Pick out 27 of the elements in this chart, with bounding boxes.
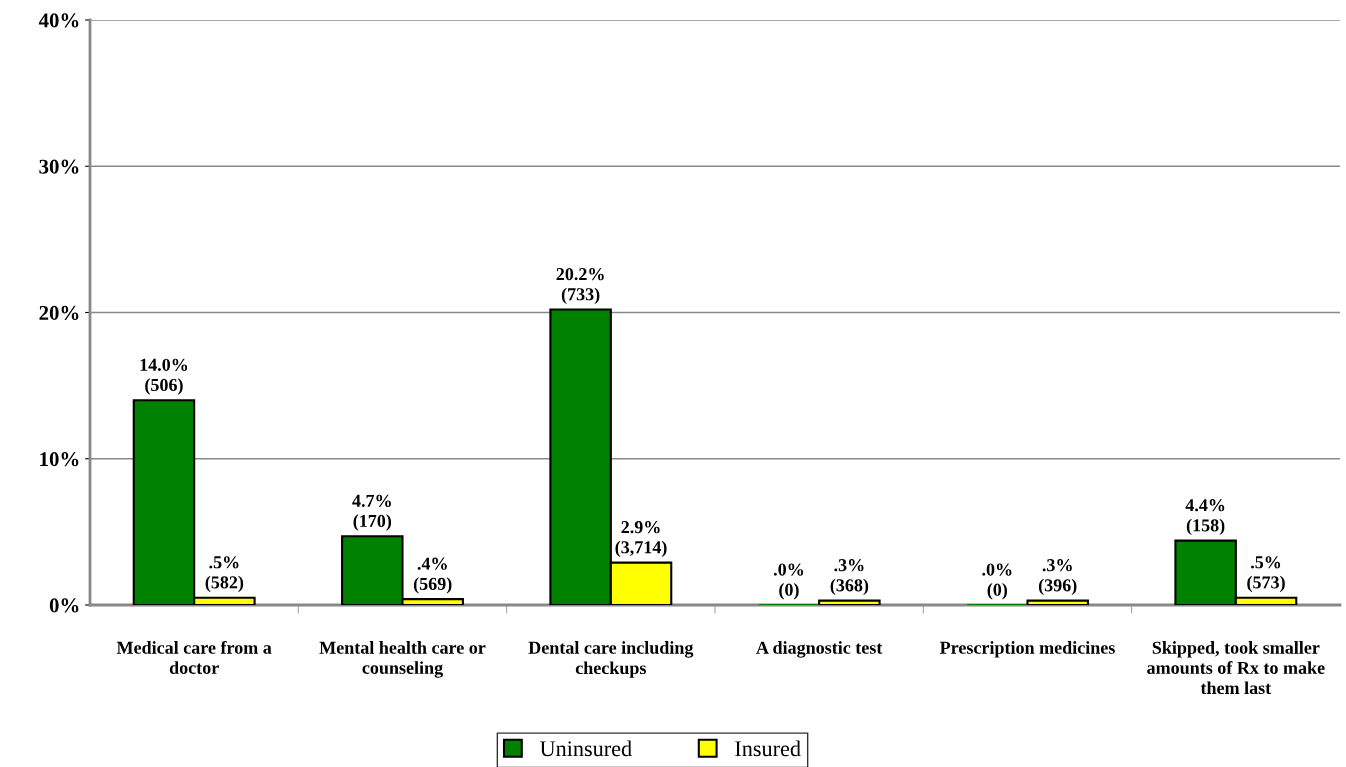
data-label: .3% (368) (830, 559, 869, 596)
bar (818, 599, 881, 605)
legend-label: Insured (735, 740, 801, 757)
data-label: .5% (573) (1247, 556, 1285, 593)
data-label: 14.0% (506) (140, 358, 188, 395)
x-tick-label: Skipped, took smaller amounts of Rx to make them last (1147, 641, 1325, 695)
x-tick-label: Prescription medicines (939, 641, 1115, 658)
x-tick-label: Mental health care or counseling (319, 641, 486, 678)
data-label: .5% (582) (205, 556, 244, 593)
data-label: 20.2% (733) (556, 268, 604, 305)
data-label: .3% (396) (1038, 559, 1077, 596)
data-label: .4% (569) (413, 557, 452, 594)
x-tick-label: Medical care from a doctor (116, 640, 272, 674)
x-tick-label: Dental care including checkups (528, 641, 694, 678)
y-tick-label: 0% (49, 598, 79, 613)
bar (1026, 599, 1089, 605)
data-label: 4.7% (170) (352, 494, 392, 531)
data-label: .0% (0) (773, 563, 804, 600)
data-label: .0% (0) (982, 563, 1012, 600)
y-tick-label: 30% (39, 159, 79, 174)
data-label: 4.4% (158) (1185, 499, 1225, 536)
y-tick-label: 10% (40, 452, 79, 467)
data-label: 2.9% (3,714) (615, 521, 667, 558)
legend-label: Uninsured (540, 740, 632, 757)
y-tick-label: 20% (39, 305, 79, 320)
x-tick-label: A diagnostic test (756, 641, 883, 658)
y-tick-label: 40% (38, 13, 79, 28)
